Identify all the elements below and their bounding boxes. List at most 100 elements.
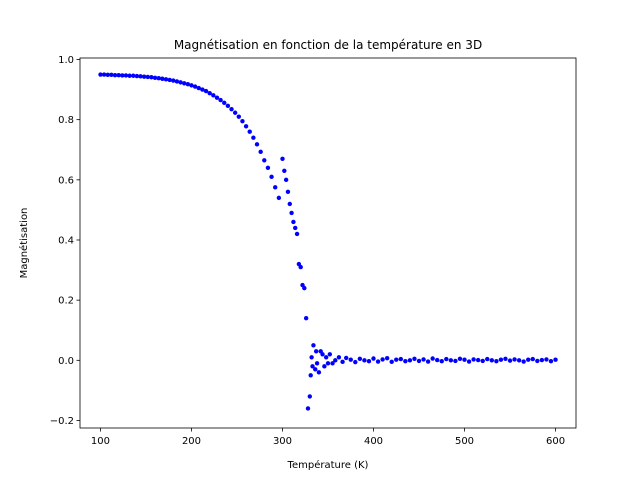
data-point xyxy=(289,210,294,216)
data-point xyxy=(535,358,540,364)
data-point xyxy=(222,100,227,106)
y-tick-label: 0.8 xyxy=(58,115,74,126)
data-point xyxy=(330,361,335,366)
data-point xyxy=(131,73,136,78)
data-point xyxy=(254,142,260,147)
data-point xyxy=(384,356,390,361)
data-point xyxy=(273,185,278,190)
data-point xyxy=(262,158,267,163)
data-point xyxy=(362,358,367,363)
data-point xyxy=(485,356,490,362)
data-point xyxy=(214,95,220,100)
data-point xyxy=(101,72,107,77)
data-point xyxy=(457,356,463,362)
data-point xyxy=(307,394,312,399)
data-point xyxy=(494,359,499,364)
data-point xyxy=(232,110,238,115)
data-point xyxy=(185,81,191,87)
data-point xyxy=(282,168,287,173)
data-point xyxy=(375,359,381,364)
data-point xyxy=(439,359,444,364)
data-points xyxy=(98,72,558,411)
data-point xyxy=(258,149,263,155)
data-point xyxy=(380,357,385,362)
data-point xyxy=(340,359,345,365)
y-tick-label: 0.2 xyxy=(58,296,74,307)
data-point xyxy=(425,359,431,364)
data-point xyxy=(174,79,180,84)
data-point xyxy=(389,359,394,365)
data-point xyxy=(229,106,234,112)
data-point xyxy=(403,359,408,364)
data-point xyxy=(394,357,399,362)
data-point xyxy=(416,358,422,364)
data-point xyxy=(291,219,296,225)
data-point xyxy=(207,91,212,96)
x-tick-label: 600 xyxy=(546,436,565,447)
data-point xyxy=(344,355,349,361)
data-point xyxy=(152,75,158,81)
data-point xyxy=(134,73,140,79)
data-point xyxy=(327,352,333,357)
data-point xyxy=(489,358,495,363)
data-point xyxy=(269,174,274,180)
data-point xyxy=(236,114,242,119)
data-point xyxy=(398,356,404,362)
data-point xyxy=(421,357,426,362)
data-point xyxy=(178,80,183,85)
data-point xyxy=(305,406,311,411)
data-point xyxy=(294,231,300,237)
data-point xyxy=(265,165,271,170)
data-point xyxy=(336,355,342,360)
data-point xyxy=(123,73,129,78)
data-point xyxy=(507,358,513,363)
data-point xyxy=(322,364,327,369)
data-point xyxy=(308,373,313,378)
x-tick-label: 300 xyxy=(273,436,292,447)
plot-frame xyxy=(79,57,577,429)
data-point xyxy=(544,357,549,362)
data-point xyxy=(548,359,554,364)
x-axis-label: Température (K) xyxy=(287,459,369,471)
data-point xyxy=(145,74,150,80)
data-point xyxy=(156,75,161,81)
data-point xyxy=(323,355,329,360)
data-point xyxy=(163,77,169,82)
y-tick-label: −0.2 xyxy=(50,416,74,427)
data-point xyxy=(149,75,154,80)
data-point xyxy=(285,189,291,195)
data-point xyxy=(196,85,201,91)
data-point xyxy=(200,87,205,92)
data-point xyxy=(311,343,316,348)
chart-title: Magnétisation en fonction de la températ… xyxy=(174,38,482,52)
x-axis: 100 200 300 400 500 600 xyxy=(91,428,565,447)
data-point xyxy=(366,359,372,364)
data-point xyxy=(371,356,376,361)
data-point xyxy=(516,358,522,363)
data-point xyxy=(521,359,526,364)
y-axis-label: Magnétisation xyxy=(18,208,30,279)
data-point xyxy=(357,356,363,362)
data-point xyxy=(530,356,535,362)
x-tick-label: 400 xyxy=(364,436,383,447)
data-point xyxy=(453,358,458,364)
data-point xyxy=(412,356,417,362)
data-point xyxy=(218,97,223,103)
data-point xyxy=(116,72,121,78)
data-point xyxy=(553,357,558,362)
data-point xyxy=(167,77,172,83)
data-point xyxy=(462,357,467,362)
data-point xyxy=(435,357,440,363)
data-point xyxy=(171,78,176,83)
x-tick-label: 100 xyxy=(91,436,110,447)
data-point xyxy=(138,74,143,79)
data-point xyxy=(503,356,508,362)
data-point xyxy=(314,361,320,366)
data-point xyxy=(348,357,353,362)
data-point xyxy=(353,359,358,365)
data-point xyxy=(109,72,114,78)
data-point xyxy=(430,356,435,361)
y-tick-label: 1.0 xyxy=(58,55,74,66)
